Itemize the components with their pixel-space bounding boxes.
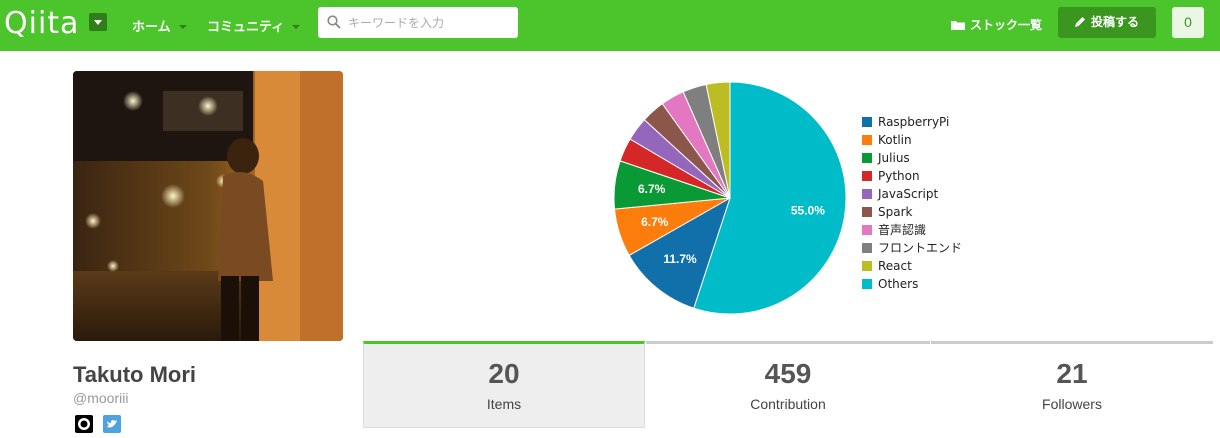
legend-item-JavaScript[interactable]: JavaScript <box>862 185 962 203</box>
stat-items[interactable]: 20 Items <box>363 341 645 428</box>
stat-contribution-label: Contribution <box>750 396 826 412</box>
legend-label: フロントエンド <box>878 241 963 255</box>
legend-label: RaspberryPi <box>878 115 950 129</box>
legend-swatch <box>862 207 872 217</box>
legend-swatch <box>862 243 872 253</box>
stat-followers-label: Followers <box>1042 396 1102 412</box>
stat-contribution-value: 459 <box>764 358 812 389</box>
legend-label: React <box>878 259 912 273</box>
user-name: Takuto Mori <box>73 362 197 387</box>
qiita-logo[interactable]: Qiita <box>4 6 80 41</box>
legend-item-React[interactable]: React <box>862 257 962 275</box>
nav-home-label: ホーム <box>132 20 171 35</box>
top-header: Qiita ホーム コミュニティ ストック一覧 投稿する 0 <box>0 0 1220 51</box>
stock-list-label: ストック一覧 <box>970 18 1043 32</box>
folder-icon <box>951 21 965 30</box>
pie-slice-Others[interactable] <box>693 81 847 315</box>
post-button[interactable]: 投稿する <box>1058 7 1156 38</box>
search-box[interactable] <box>318 7 518 38</box>
chevron-down-icon <box>178 25 187 29</box>
pie-slice-React[interactable] <box>705 81 731 199</box>
stat-items-label: Items <box>486 396 522 412</box>
chart-legend: RaspberryPi Kotlin Julius Python JavaScript S… <box>862 113 962 293</box>
tag-pie-chart: 55.0% 11.7% 6.7% 6.7% <box>613 81 847 315</box>
twitter-icon[interactable] <box>103 415 121 433</box>
nav-home[interactable]: ホーム <box>132 16 187 35</box>
nav-community[interactable]: コミュニティ <box>207 16 301 35</box>
legend-swatch <box>862 153 872 163</box>
legend-label: Python <box>878 169 920 183</box>
legend-item-Kotlin[interactable]: Kotlin <box>862 131 962 149</box>
user-handle: @mooriii <box>73 390 129 406</box>
pencil-icon <box>1074 17 1085 27</box>
notification-count[interactable]: 0 <box>1172 7 1204 38</box>
legend-item-Julius[interactable]: Julius <box>862 149 962 167</box>
pie-label-Others: 55.0% <box>791 203 825 217</box>
stat-followers[interactable]: 21 Followers <box>931 341 1213 428</box>
legend-swatch <box>862 225 872 235</box>
stat-items-value: 20 <box>488 358 520 389</box>
legend-item-Python[interactable]: Python <box>862 167 962 185</box>
legend-label: Spark <box>878 205 913 219</box>
github-icon[interactable] <box>75 415 93 433</box>
search-input[interactable] <box>348 7 513 38</box>
legend-item-フロントエンド[interactable]: フロントエンド <box>862 239 962 257</box>
pie-slice-RaspberryPi[interactable] <box>628 196 731 309</box>
legend-swatch <box>862 189 872 199</box>
legend-label: Others <box>878 277 919 291</box>
search-icon <box>327 15 341 29</box>
legend-swatch <box>862 171 872 181</box>
pie-label-Julius: 6.7% <box>638 182 666 196</box>
pie-label-Kotlin: 6.7% <box>641 215 669 229</box>
nav-community-label: コミュニティ <box>207 20 285 35</box>
legend-swatch <box>862 279 872 289</box>
stat-followers-value: 21 <box>1056 358 1088 389</box>
legend-item-Spark[interactable]: Spark <box>862 203 962 221</box>
legend-label: 音声認識 <box>878 223 927 237</box>
stock-list-link[interactable]: ストック一覧 <box>951 16 1042 33</box>
legend-swatch <box>862 135 872 145</box>
chevron-down-icon <box>292 25 301 29</box>
legend-item-RaspberryPi[interactable]: RaspberryPi <box>862 113 962 131</box>
legend-label: Julius <box>878 151 910 165</box>
legend-label: Kotlin <box>878 133 912 147</box>
post-button-label: 投稿する <box>1090 15 1139 29</box>
legend-swatch <box>862 117 872 127</box>
stat-contribution[interactable]: 459 Contribution <box>646 341 930 428</box>
logo-dropdown-icon[interactable] <box>89 13 107 31</box>
legend-item-音声認識[interactable]: 音声認識 <box>862 221 962 239</box>
legend-swatch <box>862 261 872 271</box>
avatar <box>73 71 343 341</box>
legend-label: JavaScript <box>878 187 939 201</box>
pie-label-RaspberryPi: 11.7% <box>663 252 697 266</box>
legend-item-Others[interactable]: Others <box>862 275 962 293</box>
